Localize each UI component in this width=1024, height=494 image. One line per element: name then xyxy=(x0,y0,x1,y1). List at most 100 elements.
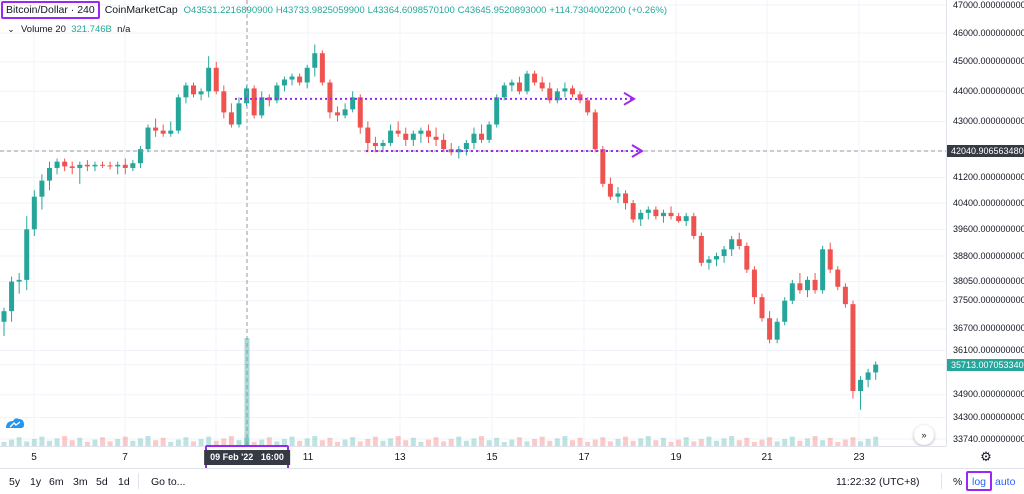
candle-body xyxy=(570,88,575,95)
chevron-down-icon[interactable]: ⌄ xyxy=(7,24,15,34)
divider xyxy=(941,473,942,489)
candle-body xyxy=(221,91,227,113)
volume-bar xyxy=(433,437,439,446)
crosshair-date: 09 Feb '22 xyxy=(210,452,254,462)
volume-bar xyxy=(410,437,416,446)
volume-label: Volume 20 xyxy=(21,23,66,35)
candle-body xyxy=(585,100,591,113)
candle-body xyxy=(736,239,742,246)
candle-body xyxy=(463,142,469,150)
volume-bar xyxy=(714,440,720,446)
candle-body xyxy=(865,372,871,380)
volume-bar xyxy=(259,439,265,446)
range-5d-button[interactable]: 5d xyxy=(96,476,108,488)
volume-bar xyxy=(532,439,538,446)
candle-body xyxy=(653,209,659,217)
chart-pane[interactable]: Bitcoin/Dollar · 240 CoinMarketCap O4353… xyxy=(0,0,946,446)
range-1d-button[interactable]: 1d xyxy=(118,476,130,488)
candle-body xyxy=(175,97,181,131)
price-tick-label: 38800.0000000000 xyxy=(953,250,1024,261)
candle-body xyxy=(471,133,477,143)
price-tick-label: 38050.0000000000 xyxy=(953,276,1024,287)
candle-body xyxy=(873,364,879,373)
volume-bar xyxy=(350,437,356,446)
candle-body xyxy=(479,133,485,140)
candle-body xyxy=(92,164,98,167)
volume-bar xyxy=(289,436,295,446)
high-value: H43733.9825059900 xyxy=(275,4,365,16)
volume-legend: ⌄ Volume 20 321.746B n/a xyxy=(0,21,130,37)
candle-body xyxy=(698,235,704,263)
volume-bar xyxy=(759,439,765,446)
volume-bar xyxy=(274,441,280,446)
volume-bar xyxy=(721,438,727,446)
volume-bar xyxy=(191,441,196,446)
volume-bar xyxy=(698,439,704,446)
clock[interactable]: 11:22:32 (UTC+8) xyxy=(836,476,920,488)
candle-body xyxy=(24,229,30,280)
candle-body xyxy=(335,112,341,116)
candle-body xyxy=(16,279,22,282)
range-3m-button[interactable]: 3m xyxy=(73,476,88,488)
candle-body xyxy=(228,112,234,125)
volume-bar xyxy=(168,442,174,446)
percent-scale-button[interactable]: % xyxy=(953,476,963,488)
candle-body xyxy=(251,88,257,116)
candle-body xyxy=(615,193,621,197)
price-tick-label: 43000.0000000000 xyxy=(953,115,1024,126)
candle-body xyxy=(259,97,265,116)
symbol-interval-label[interactable]: Bitcoin/Dollar · 240 xyxy=(1,1,100,19)
volume-bar xyxy=(471,438,477,446)
annotation-arrowhead xyxy=(623,91,636,106)
tradingview-logo-icon[interactable] xyxy=(4,415,26,431)
time-tick-label: 15 xyxy=(486,452,498,463)
volume-bar xyxy=(782,439,788,446)
candle-body xyxy=(623,193,629,204)
candle-body xyxy=(357,97,363,128)
price-scale[interactable]: 47000.0000000000 46000.0000000000 45000.00… xyxy=(946,0,1024,446)
price-tick-label: 40400.0000000000 xyxy=(953,197,1024,208)
volume-bar xyxy=(31,439,37,446)
auto-scale-button[interactable]: auto xyxy=(995,476,1016,488)
volume-bar xyxy=(266,437,272,446)
range-5y-button[interactable]: 5y xyxy=(9,476,21,488)
time-scale[interactable]: 09 Feb '22 16:00 5 7 11 13 15 17 19 21 23 xyxy=(0,445,946,471)
candle-body xyxy=(714,256,720,260)
candle-body xyxy=(789,283,795,301)
candle-body xyxy=(721,249,727,257)
volume-bar xyxy=(372,436,378,446)
volume-bar xyxy=(706,436,712,446)
volume-bar xyxy=(858,441,864,446)
log-scale-highlight xyxy=(966,471,992,491)
candle-body xyxy=(827,249,833,270)
volume-bar xyxy=(122,436,128,446)
goto-button[interactable]: Go to... xyxy=(151,476,186,488)
volume-bar xyxy=(297,440,303,446)
volume-bar xyxy=(585,442,591,446)
volume-bar xyxy=(342,439,348,446)
volume-na: n/a xyxy=(117,23,131,35)
candle-body xyxy=(524,73,530,92)
last-price-tag: 35713.0070533400 xyxy=(947,358,1024,371)
range-6m-button[interactable]: 6m xyxy=(49,476,64,488)
range-1y-button[interactable]: 1y xyxy=(30,476,42,488)
volume-bar xyxy=(683,437,689,446)
price-tick-label: 37500.0000000000 xyxy=(953,295,1024,306)
candle-body xyxy=(100,164,106,166)
candle-body xyxy=(46,167,52,181)
volume-bar xyxy=(873,436,879,446)
log-scale-button[interactable]: log xyxy=(972,476,987,488)
candle-body xyxy=(532,73,538,83)
candle-body xyxy=(395,130,401,134)
candle-body xyxy=(547,88,553,101)
volume-bar xyxy=(577,437,583,446)
candle-body xyxy=(137,149,143,164)
volume-bar xyxy=(441,441,447,446)
volume-bar xyxy=(69,440,75,446)
candlestick-chart[interactable] xyxy=(0,0,946,446)
price-tick-label: 46000.0000000000 xyxy=(953,27,1024,38)
time-tick-label: 21 xyxy=(761,452,773,463)
gear-icon[interactable]: ⚙ xyxy=(980,449,992,464)
scroll-to-realtime-button[interactable]: » xyxy=(914,425,934,445)
volume-bar xyxy=(304,438,310,446)
